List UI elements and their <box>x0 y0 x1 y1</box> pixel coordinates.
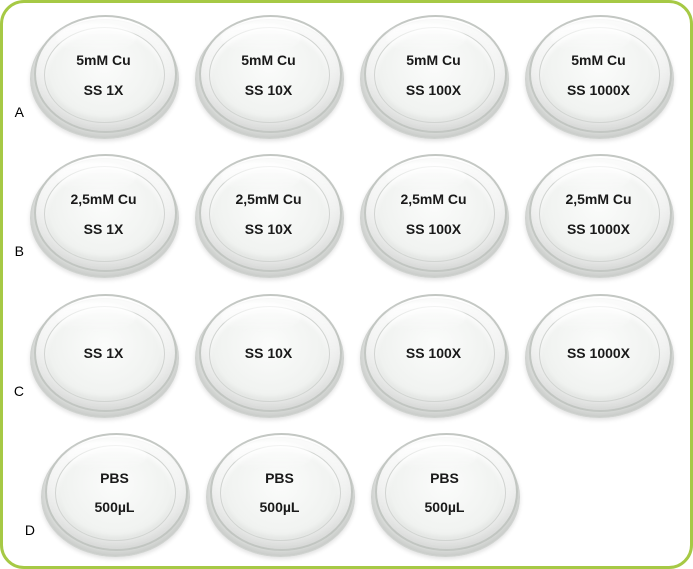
dish-a4: 5mM Cu SS 1000X <box>525 13 672 138</box>
row-label-d: D <box>11 522 41 556</box>
row-label-b: B <box>11 243 30 277</box>
row-c: C SS 1X SS 10X SS 100X <box>11 292 672 417</box>
row-c-dishes: SS 1X SS 10X SS 100X SS 1000X <box>30 292 672 417</box>
dish-b2: 2,5mM Cu SS 10X <box>195 152 342 277</box>
dish-b4-line1: 2,5mM Cu <box>565 192 631 207</box>
dish-a3-line2: SS 100X <box>406 83 461 98</box>
row-a-dishes: 5mM Cu SS 1X 5mM Cu SS 10X 5mM Cu SS 100… <box>30 13 672 138</box>
dish-d2-line2: 500µL <box>260 500 300 515</box>
dish-c2-line1: SS 10X <box>245 346 292 361</box>
dish-d3-line2: 500µL <box>425 500 465 515</box>
dish-c4: SS 1000X <box>525 292 672 417</box>
dish-b4-line2: SS 1000X <box>567 222 630 237</box>
dish-d3-line1: PBS <box>430 471 459 486</box>
dish-d2: PBS 500µL <box>206 431 353 556</box>
dish-b1-line1: 2,5mM Cu <box>70 192 136 207</box>
dish-c1-line1: SS 1X <box>84 346 124 361</box>
row-label-c: C <box>11 383 30 417</box>
dish-c2: SS 10X <box>195 292 342 417</box>
dish-d1: PBS 500µL <box>41 431 188 556</box>
dish-b3: 2,5mM Cu SS 100X <box>360 152 507 277</box>
row-d-dishes: PBS 500µL PBS 500µL PBS 500µL <box>41 431 672 556</box>
row-d: D PBS 500µL PBS 500µL PBS 50 <box>11 431 672 556</box>
dish-b1-line2: SS 1X <box>84 222 124 237</box>
dish-d1-line2: 500µL <box>95 500 135 515</box>
dish-a1-line2: SS 1X <box>84 83 124 98</box>
dish-c4-line1: SS 1000X <box>567 346 630 361</box>
row-b: B 2,5mM Cu SS 1X 2,5mM Cu SS 10X 2,5mM <box>11 152 672 277</box>
dish-b1: 2,5mM Cu SS 1X <box>30 152 177 277</box>
dish-a2: 5mM Cu SS 10X <box>195 13 342 138</box>
dish-b3-line2: SS 100X <box>406 222 461 237</box>
dish-b4: 2,5mM Cu SS 1000X <box>525 152 672 277</box>
row-label-a: A <box>11 104 30 138</box>
dish-a3-line1: 5mM Cu <box>406 53 460 68</box>
dish-a1-line1: 5mM Cu <box>76 53 130 68</box>
dish-c3: SS 100X <box>360 292 507 417</box>
dish-d3: PBS 500µL <box>371 431 518 556</box>
dish-b2-line1: 2,5mM Cu <box>235 192 301 207</box>
dish-a3: 5mM Cu SS 100X <box>360 13 507 138</box>
diagram-frame: A 5mM Cu SS 1X 5mM Cu SS 10X 5mM Cu <box>0 0 693 569</box>
dish-a2-line2: SS 10X <box>245 83 292 98</box>
dish-a2-line1: 5mM Cu <box>241 53 295 68</box>
dish-a1: 5mM Cu SS 1X <box>30 13 177 138</box>
dish-a4-line1: 5mM Cu <box>571 53 625 68</box>
dish-d2-line1: PBS <box>265 471 294 486</box>
dish-c1: SS 1X <box>30 292 177 417</box>
dish-b2-line2: SS 10X <box>245 222 292 237</box>
dish-d1-line1: PBS <box>100 471 129 486</box>
dish-c3-line1: SS 100X <box>406 346 461 361</box>
row-a: A 5mM Cu SS 1X 5mM Cu SS 10X 5mM Cu <box>11 13 672 138</box>
row-b-dishes: 2,5mM Cu SS 1X 2,5mM Cu SS 10X 2,5mM Cu … <box>30 152 672 277</box>
dish-a4-line2: SS 1000X <box>567 83 630 98</box>
dish-b3-line1: 2,5mM Cu <box>400 192 466 207</box>
